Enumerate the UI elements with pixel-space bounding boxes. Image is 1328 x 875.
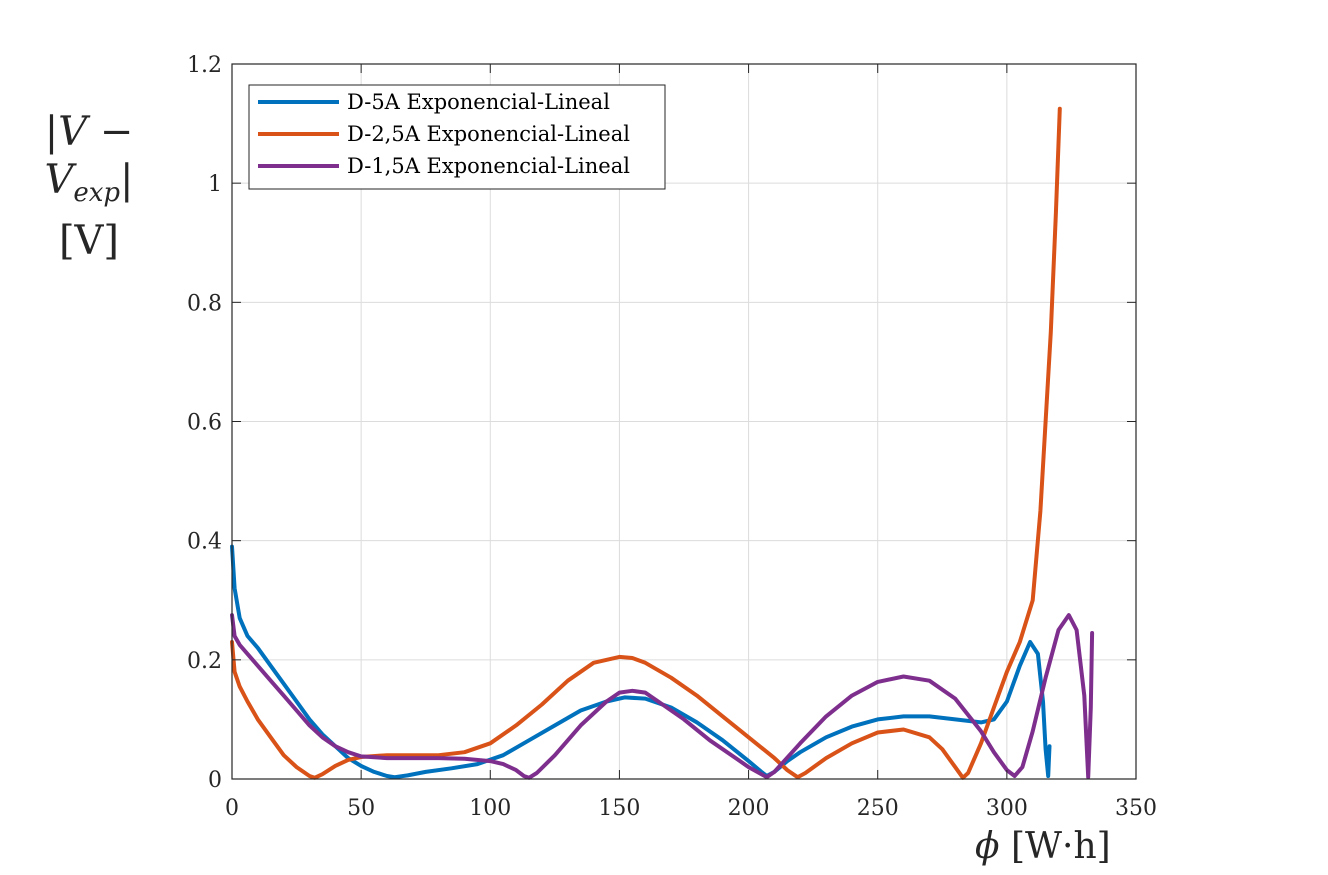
y-axis-label: |V − Vexp| [V] [0,108,178,265]
x-tick-label: 50 [347,796,375,821]
y-tick-label: 0.6 [187,411,222,436]
tick-labels: 0 50 100 150 200 250 300 350 0 0.2 0.4 0.6 0.8 1 1.2 [187,53,1157,821]
series-line-2 [230,106,1062,780]
series-lines [230,106,1095,780]
x-tick-label: 150 [598,796,640,821]
y-tick-label: 1.2 [187,53,222,78]
x-tick-label: 100 [469,796,511,821]
y-axis-label-line1: |V − Vexp| [44,109,134,208]
x-axis-label: ϕ [W·h] [975,826,1111,867]
axes-frame [231,63,1137,780]
legend: D-5A Exponencial-Lineal D-2,5A Exponencia… [248,84,666,190]
series-line-3 [230,613,1095,780]
axes-box [231,63,1137,780]
x-tick-label: 350 [1115,796,1157,821]
y-tick-label: 0.2 [187,649,222,674]
x-tick-label: 300 [986,796,1028,821]
x-tick-label: 0 [225,796,239,821]
y-tick-label: 0.4 [187,530,222,555]
y-tick-label: 0 [208,768,222,793]
y-tick-label: 1 [208,172,222,197]
legend-label-2: D-2,5A Exponencial-Lineal [347,122,630,146]
legend-label-1: D-5A Exponencial-Lineal [347,90,610,114]
x-tick-label: 200 [728,796,770,821]
y-tick-label: 0.8 [187,291,222,316]
legend-label-3: D-1,5A Exponencial-Lineal [347,154,630,178]
x-tick-label: 250 [857,796,899,821]
y-axis-label-unit: [V] [58,218,120,264]
